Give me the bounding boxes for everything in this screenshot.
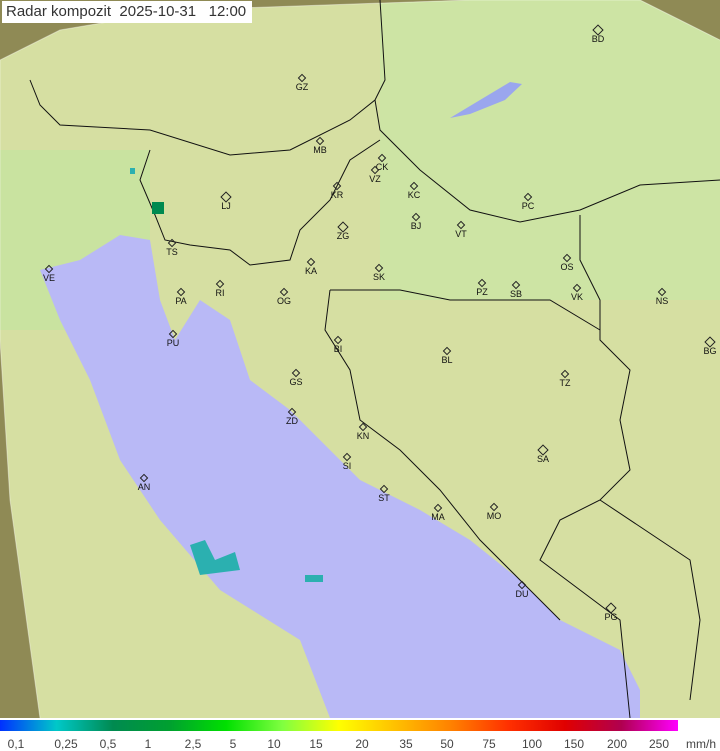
city-label: MO: [486, 511, 502, 521]
legend-tick: 50: [440, 737, 454, 751]
radar-echoes: [130, 168, 323, 582]
country-borders: [29, 0, 720, 718]
legend-tick: 0,25: [54, 737, 78, 751]
city-label: MB: [313, 145, 327, 155]
city-label: BI: [333, 344, 343, 354]
city-label: ZG: [336, 231, 350, 241]
sea: [40, 235, 640, 718]
city-label: SA: [536, 454, 550, 464]
city-label: TS: [166, 247, 178, 257]
legend-tick: 20: [355, 737, 369, 751]
legend-tick: 35: [399, 737, 413, 751]
legend-tick: 100: [521, 737, 543, 751]
city-label: PU: [166, 338, 180, 348]
legend-tick: 0,5: [99, 737, 117, 751]
radar-map[interactable]: [0, 0, 720, 718]
city-label: OG: [276, 296, 292, 306]
city-label: NS: [655, 296, 669, 306]
city-label: BG: [703, 346, 717, 356]
city-label: LJ: [221, 201, 231, 211]
city-label: SB: [509, 289, 523, 299]
legend-color-bar: [0, 720, 678, 731]
city-label: VT: [455, 229, 467, 239]
city-label: KR: [330, 190, 344, 200]
legend-tick: 200: [606, 737, 628, 751]
city-label: MA: [431, 512, 445, 522]
city-label: VZ: [369, 174, 381, 184]
city-label: ST: [378, 493, 390, 503]
city-label: KC: [407, 190, 421, 200]
legend-tick: 0,1: [7, 737, 25, 751]
legend-tick: 1: [144, 737, 152, 751]
city-label: SI: [342, 461, 352, 471]
legend-tick: 75: [482, 737, 496, 751]
precipitation-legend: 0,1 0,25 0,5 1 2,5 5 10 15 20 35 50 75 100 150 200 250 …: [0, 718, 720, 751]
city-label: BJ: [410, 221, 422, 231]
city-label: AN: [137, 482, 151, 492]
legend-unit: mm/h: [686, 737, 716, 751]
legend-tick: 150: [563, 737, 585, 751]
city-label: PA: [175, 296, 187, 306]
city-label: VE: [42, 273, 56, 283]
legend-tick: 10: [267, 737, 281, 751]
legend-tick: 15: [309, 737, 323, 751]
city-label: ZD: [286, 416, 298, 426]
city-label: PG: [604, 612, 618, 622]
city-label: OS: [560, 262, 574, 272]
city-label: TZ: [559, 378, 571, 388]
city-label: CK: [375, 162, 389, 172]
city-label: PZ: [476, 287, 488, 297]
city-label: RI: [215, 288, 225, 298]
city-label: KA: [304, 266, 318, 276]
city-label: VK: [570, 292, 584, 302]
balaton-lake: [450, 82, 522, 118]
legend-tick: 5: [229, 737, 237, 751]
legend-tick: 2,5: [184, 737, 202, 751]
city-label: DU: [515, 589, 529, 599]
city-label: GZ: [295, 82, 309, 92]
city-label: PC: [521, 201, 535, 211]
legend-tick: 250: [648, 737, 670, 751]
city-label: GS: [289, 377, 303, 387]
city-label: KN: [356, 431, 370, 441]
city-label: SK: [372, 272, 386, 282]
city-label: BD: [591, 34, 605, 44]
map-title: Radar kompozit 2025-10-31 12:00: [2, 1, 253, 23]
city-label: BL: [441, 355, 453, 365]
